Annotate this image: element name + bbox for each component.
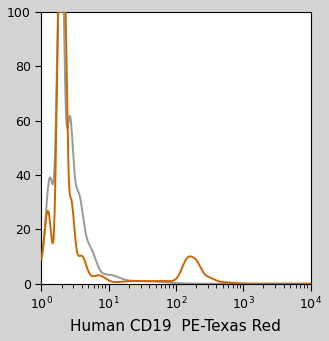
X-axis label: Human CD19  PE-Texas Red: Human CD19 PE-Texas Red <box>70 319 281 334</box>
